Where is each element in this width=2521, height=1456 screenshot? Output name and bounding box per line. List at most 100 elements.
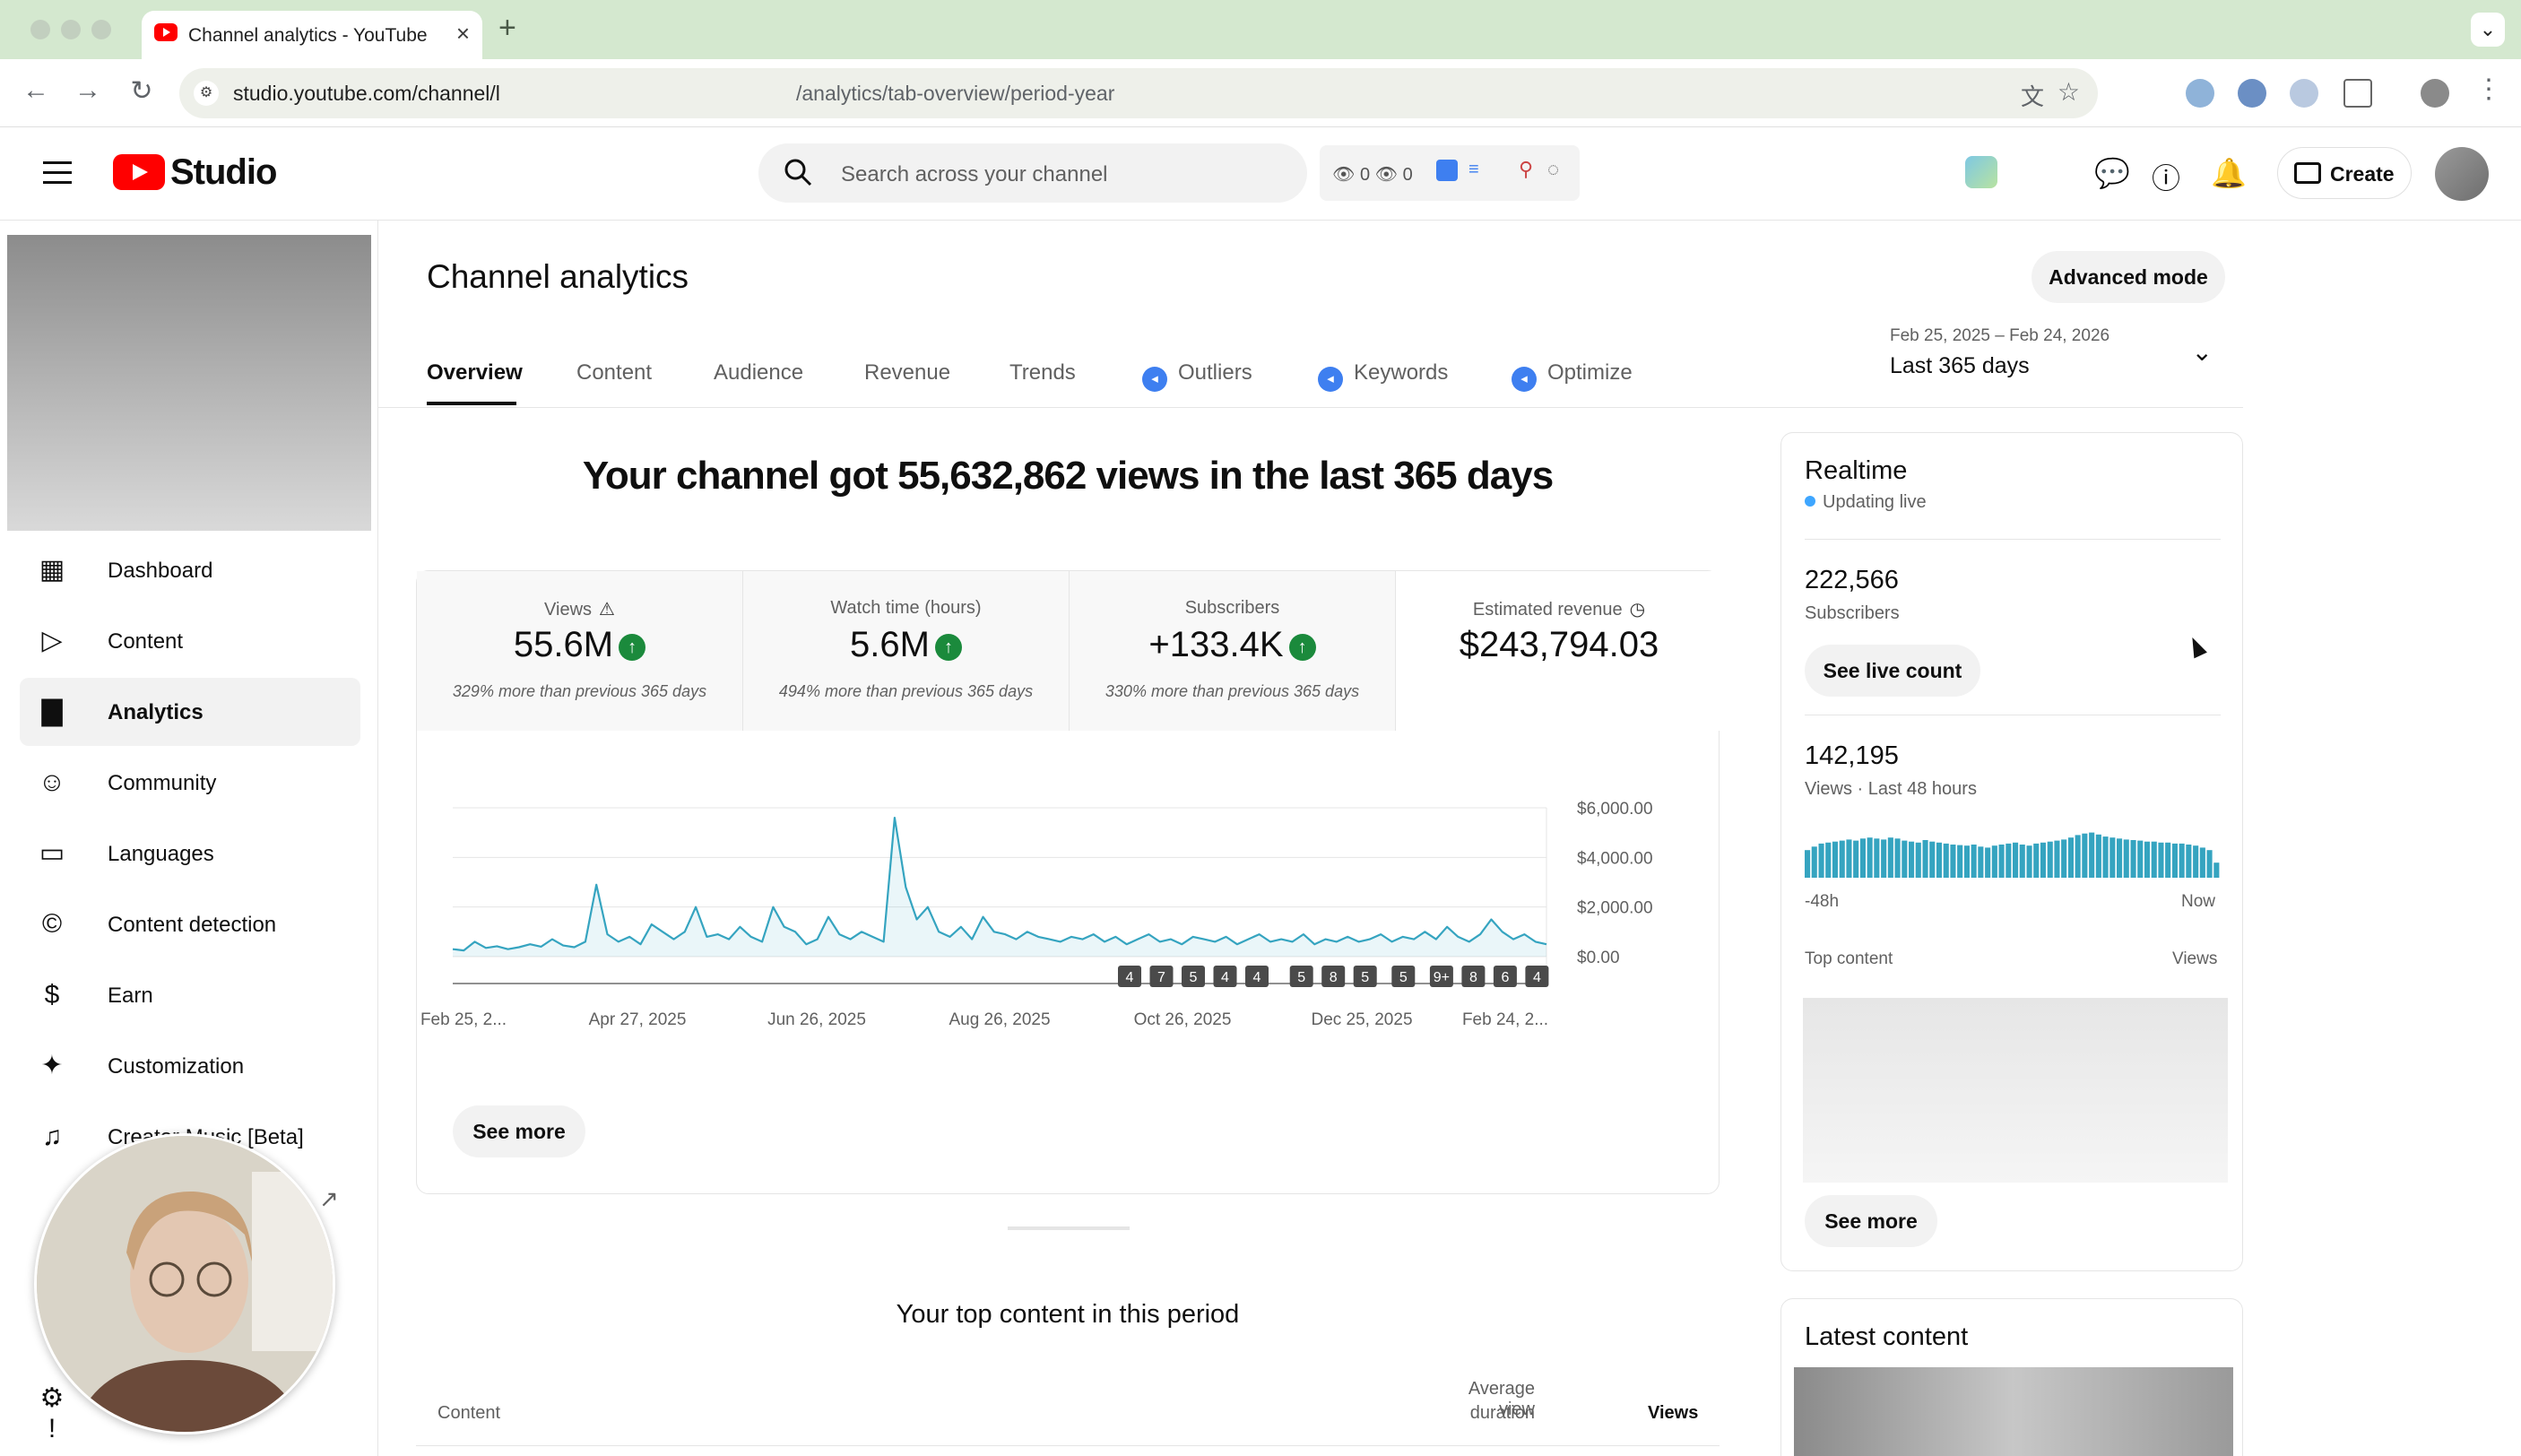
comments-feedback-icon[interactable]: 💬	[2094, 157, 2130, 189]
realtime-bar[interactable]	[2171, 843, 2178, 878]
realtime-see-more-button[interactable]: See more	[1805, 1195, 1937, 1247]
realtime-bar-chart[interactable]	[1805, 828, 2221, 878]
tab-search-chevron-icon[interactable]: ⌄	[2471, 13, 2505, 47]
upload-marker[interactable]: 5	[1353, 966, 1377, 987]
realtime-bar[interactable]	[2158, 842, 2164, 878]
upload-marker[interactable]: 7	[1149, 966, 1174, 987]
realtime-bar[interactable]	[2165, 842, 2171, 878]
notifications-bell-icon[interactable]: 🔔	[2211, 157, 2247, 189]
realtime-bar[interactable]	[1853, 840, 1859, 878]
window-zoom-dot[interactable]	[91, 20, 111, 39]
series-line[interactable]	[452, 816, 1547, 952]
realtime-bar[interactable]	[1867, 837, 1873, 878]
youtube-logo-icon[interactable]	[113, 154, 165, 190]
realtime-bar[interactable]	[2075, 835, 2081, 878]
realtime-bar[interactable]	[2061, 839, 2067, 878]
realtime-bar[interactable]	[2130, 840, 2136, 878]
ext-chat-icon[interactable]: ◌	[1547, 158, 1560, 180]
realtime-bar[interactable]	[2089, 832, 2095, 878]
top-content-thumbnail[interactable]	[1803, 998, 2228, 1183]
tab-keywords[interactable]: ◂ Keywords	[1318, 360, 1448, 392]
reload-icon[interactable]: ↻	[130, 76, 153, 106]
realtime-bar[interactable]	[2082, 833, 2088, 878]
tab-outliers[interactable]: ◂ Outliers	[1142, 360, 1252, 392]
realtime-bar[interactable]	[2006, 843, 2012, 878]
upload-marker[interactable]: 4	[1525, 966, 1549, 987]
realtime-bar[interactable]	[2199, 847, 2205, 878]
window-close-dot[interactable]	[30, 20, 50, 39]
back-arrow-icon[interactable]: ←	[22, 75, 49, 105]
upload-marker[interactable]: 5	[1391, 966, 1416, 987]
realtime-bar[interactable]	[1929, 841, 1936, 878]
realtime-bar[interactable]	[2102, 836, 2109, 878]
realtime-bar[interactable]	[1957, 845, 1963, 878]
tab-trends[interactable]: Trends	[1009, 360, 1076, 386]
bookmark-star-icon[interactable]: ☆	[2057, 78, 2080, 106]
date-range-selector[interactable]: Feb 25, 2025 – Feb 24, 2026 Last 365 day…	[1890, 323, 2222, 386]
external-link-icon[interactable]: ↗	[319, 1185, 339, 1212]
see-more-button[interactable]: See more	[453, 1105, 585, 1157]
extension-icon-1[interactable]	[2186, 79, 2214, 108]
upload-marker[interactable]: 4	[1118, 966, 1141, 987]
tab-audience[interactable]: Audience	[714, 360, 803, 386]
ext-pin-icon[interactable]: ⚲	[1519, 158, 1534, 180]
realtime-bar[interactable]	[2013, 842, 2019, 878]
sidebar-item-content-detection[interactable]: © Content detection	[20, 890, 360, 958]
extension-toolbar[interactable]: 👁 0 👁 0 ≡ ⚲ ◌	[1320, 145, 1580, 201]
window-minimize-dot[interactable]	[61, 20, 81, 39]
latest-content-thumbnail[interactable]	[1794, 1367, 2233, 1456]
ext-list-icon[interactable]: ≡	[1468, 160, 1479, 179]
browser-tab-active[interactable]: Channel analytics - YouTube S ×	[142, 11, 482, 59]
search-input[interactable]: Search across your channel	[758, 143, 1307, 203]
forward-arrow-icon[interactable]: →	[74, 75, 101, 105]
metric-subscribers[interactable]: Subscribers +133.4K ↑ 330% more than prev…	[1070, 571, 1396, 731]
realtime-bar[interactable]	[2193, 845, 2199, 878]
realtime-bar[interactable]	[1894, 838, 1901, 878]
realtime-bar[interactable]	[1881, 839, 1887, 878]
realtime-bar[interactable]	[2095, 834, 2101, 878]
realtime-bar[interactable]	[2054, 840, 2060, 878]
realtime-bar[interactable]	[1811, 846, 1817, 878]
ext-tool-icon-1[interactable]	[1436, 160, 1458, 181]
realtime-bar[interactable]	[2213, 862, 2220, 878]
sidebar-item-customization[interactable]: ✦ Customization	[20, 1032, 360, 1100]
realtime-bar[interactable]	[1909, 841, 1915, 878]
realtime-bar[interactable]	[1978, 846, 1984, 878]
translate-icon[interactable]: 文	[2020, 83, 2044, 110]
tab-optimize[interactable]: ◂ Optimize	[1512, 360, 1633, 392]
metric-revenue[interactable]: Estimated revenue ◷ $243,794.03	[1396, 571, 1722, 731]
realtime-bar[interactable]	[1943, 843, 1949, 878]
ai-sparkle-icon[interactable]	[1965, 156, 1997, 188]
hamburger-menu-icon[interactable]	[43, 161, 72, 185]
realtime-bar[interactable]	[1874, 838, 1880, 878]
realtime-bar[interactable]	[2067, 837, 2074, 878]
realtime-bar[interactable]	[1832, 841, 1838, 878]
realtime-bar[interactable]	[2026, 845, 2032, 878]
sidebar-item-community[interactable]: ☺ Community	[20, 749, 360, 817]
realtime-bar[interactable]	[1936, 842, 1942, 878]
browser-menu-icon[interactable]: ⋮	[2475, 74, 2502, 104]
realtime-bar[interactable]	[1887, 837, 1893, 878]
realtime-bar[interactable]	[2186, 845, 2192, 878]
upload-marker[interactable]: 5	[1289, 966, 1313, 987]
extension-icon-3[interactable]	[2290, 79, 2318, 108]
realtime-bar[interactable]	[2137, 840, 2144, 878]
upload-marker[interactable]: 8	[1321, 966, 1346, 987]
realtime-bar[interactable]	[1998, 845, 2005, 878]
col-header-views[interactable]: Views	[1648, 1403, 1699, 1423]
realtime-bar[interactable]	[2206, 850, 2213, 878]
sidebar-item-analytics[interactable]: ▇ Analytics	[20, 678, 360, 746]
realtime-bar[interactable]	[1915, 842, 1921, 878]
realtime-bar[interactable]	[2144, 841, 2150, 878]
new-tab-icon[interactable]: +	[498, 11, 516, 45]
realtime-bar[interactable]	[2117, 838, 2123, 878]
extension-icon-2[interactable]	[2238, 79, 2266, 108]
realtime-bar[interactable]	[1846, 839, 1852, 878]
sidebar-item-dashboard[interactable]: ▦ Dashboard	[20, 536, 360, 604]
realtime-bar[interactable]	[1922, 840, 1928, 878]
tab-revenue[interactable]: Revenue	[864, 360, 950, 386]
realtime-bar[interactable]	[2179, 843, 2185, 878]
advanced-mode-button[interactable]: Advanced mode	[2032, 251, 2225, 303]
account-avatar[interactable]	[2435, 147, 2489, 201]
tab-content[interactable]: Content	[576, 360, 652, 386]
